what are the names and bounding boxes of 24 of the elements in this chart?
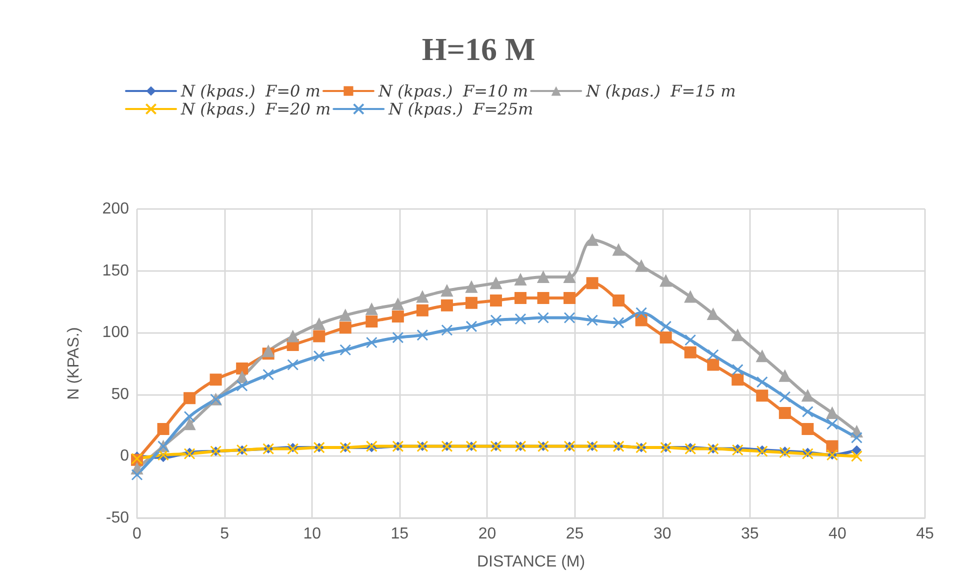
x-tick-label: 15 <box>390 526 409 542</box>
legend-label: N (kpas.) F=0 m <box>180 82 320 100</box>
y-tick-label: -50 <box>106 510 130 526</box>
y-tick-label: 100 <box>102 324 130 342</box>
x-tick-label: 25 <box>566 526 584 542</box>
x-tick-label: 5 <box>220 526 230 542</box>
x-tick-label: 20 <box>478 526 496 542</box>
y-axis-title: N (KPAS.) <box>66 327 82 400</box>
legend-label: N (kpas.) F=25m <box>388 100 534 118</box>
legend-label: N (kpas.) F=20 m <box>180 100 331 118</box>
x-tick-label: 10 <box>303 526 322 542</box>
y-tick-label: 0 <box>120 448 130 465</box>
y-tick-label: 200 <box>102 200 130 218</box>
x-axis-title: DISTANCE (M) <box>476 554 586 570</box>
x-tick-label: 30 <box>653 526 672 542</box>
y-tick-label: 50 <box>111 386 130 403</box>
x-tick-label: 0 <box>132 526 142 542</box>
legend-label: N (kpas.) F=10 m <box>377 82 528 100</box>
legend-label: N (kpas.) F=15 m <box>585 82 736 100</box>
x-tick-label: 35 <box>740 526 759 542</box>
chart-title: H=16 M <box>422 31 536 67</box>
x-tick-label: 40 <box>828 526 846 542</box>
x-tick-label: 45 <box>916 526 934 542</box>
y-tick-label: 150 <box>102 262 130 280</box>
